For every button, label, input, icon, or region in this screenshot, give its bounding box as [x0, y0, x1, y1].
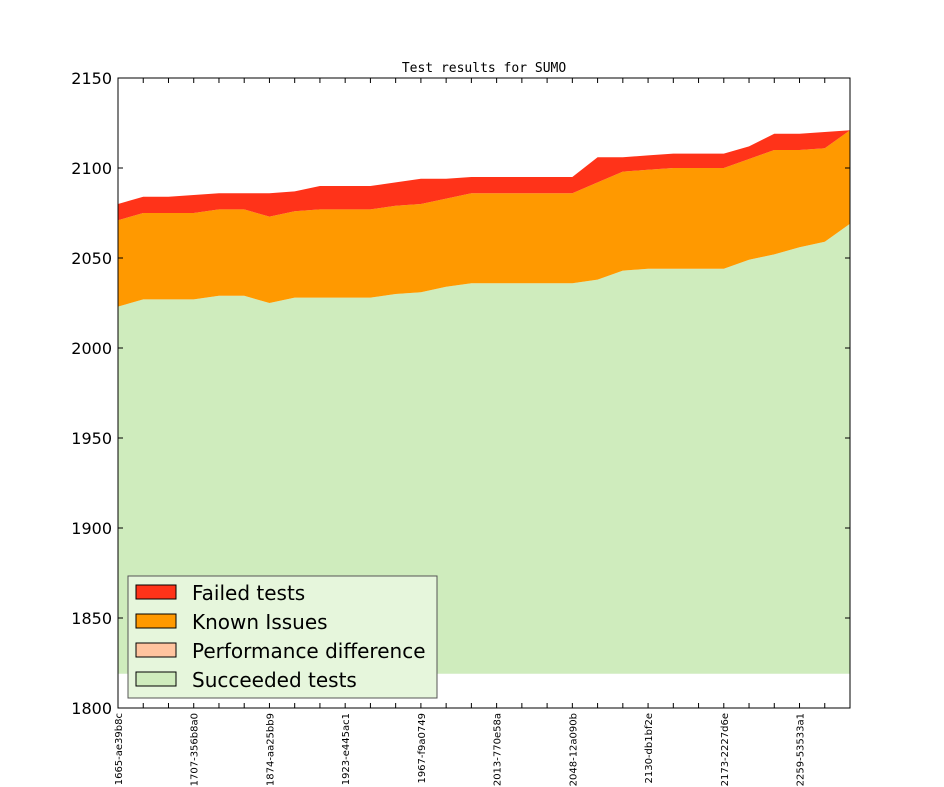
- plot-area: [118, 130, 850, 674]
- ytick-label: 2100: [71, 159, 112, 178]
- legend-swatch: [135, 671, 177, 687]
- xtick-label: 2173-2227d6e: [720, 713, 731, 786]
- ytick-label: 2000: [71, 339, 112, 358]
- ytick-label: 2050: [71, 249, 112, 268]
- legend-label: Known Issues: [192, 610, 328, 634]
- xtick-label: 1923-e445ac1: [341, 713, 352, 785]
- xtick-label: 2259-53533a1: [796, 713, 807, 786]
- legend-swatch: [135, 613, 177, 629]
- legend: Failed tests Known Issues Performance diff…: [127, 575, 438, 699]
- xtick-label: 1967-f9a0749: [417, 713, 428, 784]
- legend-swatch: [135, 584, 177, 600]
- xtick-label: 1874-aa25bb9: [265, 713, 276, 786]
- xtick-label: 2130-db1bf2e: [644, 713, 655, 784]
- legend-box: [127, 575, 438, 699]
- legend-swatch: [135, 642, 177, 658]
- ytick-label: 2150: [71, 69, 112, 88]
- area-succeeded-tests: [118, 223, 850, 674]
- legend-label: Performance difference: [192, 639, 426, 663]
- ytick-label: 1900: [71, 519, 112, 538]
- chart-title: Test results for SUMO: [402, 61, 567, 76]
- area-failed-tests: [118, 130, 850, 221]
- axis-ticks: 1800 1850 1900 1950 2000 2050 2100 2150 1665-ae3…: [71, 69, 851, 786]
- xtick-label: 2013-770e58a: [493, 713, 504, 786]
- ytick-label: 1800: [71, 699, 112, 718]
- xtick-label: 2048-12a090b: [568, 713, 579, 786]
- xtick-label: 1707-356b8a0: [190, 713, 201, 786]
- legend-label: Succeeded tests: [192, 668, 357, 692]
- area-known-issues: [118, 130, 850, 307]
- xtick-label: 1665-ae39b8c: [114, 713, 125, 785]
- plot-frame: [117, 77, 851, 709]
- ytick-label: 1850: [71, 609, 112, 628]
- ytick-label: 1950: [71, 429, 112, 448]
- legend-label: Failed tests: [192, 581, 305, 605]
